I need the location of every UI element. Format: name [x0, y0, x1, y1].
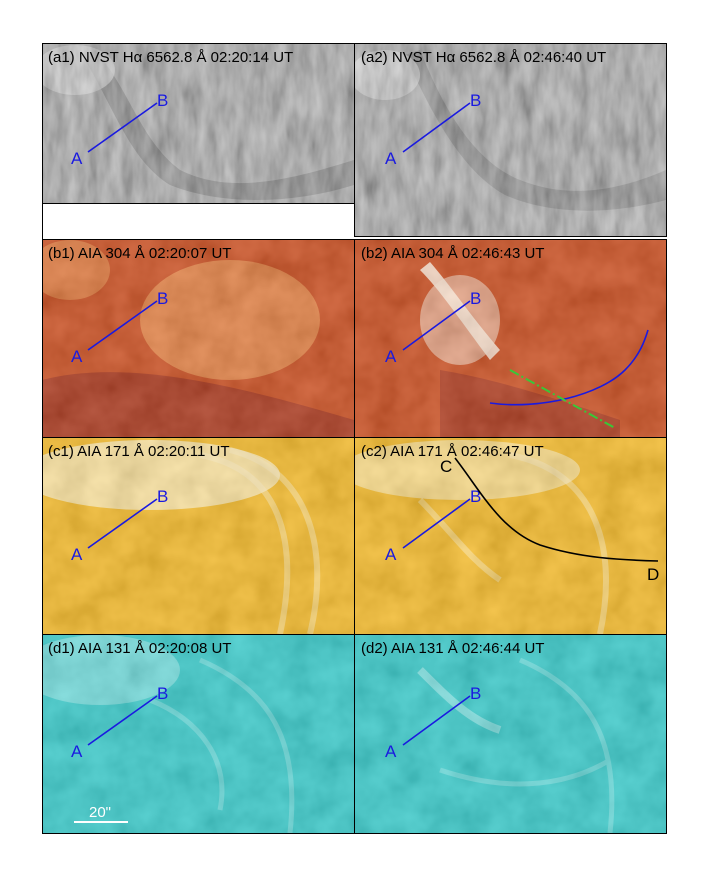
b2-green-line: [509, 369, 616, 429]
slit-a1-end-label: B: [157, 91, 168, 110]
panel-d1: [42, 634, 354, 833]
slit-d2-start-label: A: [385, 742, 397, 761]
panel-c2-texture: [355, 437, 666, 634]
slit-b1-end-label: B: [157, 289, 168, 308]
panel-b1-texture: [42, 239, 354, 437]
panel-c1-texture: [42, 437, 354, 634]
slit-a1-start-label: A: [71, 149, 83, 168]
slit-d2-end-label: B: [470, 684, 481, 703]
panel-label-a1: (a1) NVST Hα 6562.8 Å 02:20:14 UT: [48, 49, 293, 66]
panel-b1: [42, 239, 354, 437]
panel-d1-texture: [42, 634, 354, 833]
slit-overlays: AB AB AB AB AB AB AB AB: [71, 91, 481, 761]
slit-d1-start-label: A: [71, 742, 83, 761]
panel-b2-texture: [355, 239, 666, 437]
slit-b2-end-label: B: [470, 289, 481, 308]
b2-blue-curve: [489, 329, 649, 406]
slit-c1-end-label: B: [157, 487, 168, 506]
panel-label-a2: (a2) NVST Hα 6562.8 Å 02:46:40 UT: [361, 49, 606, 66]
panel-c2: [355, 437, 666, 634]
slit-c2: AB: [385, 487, 481, 564]
panel-c1: [42, 437, 354, 634]
panel-a2: [355, 43, 666, 236]
panel-label-c2: (c2) AIA 171 Å 02:46:47 UT: [361, 443, 544, 460]
slit-d1: AB: [71, 684, 168, 761]
slit-d2: AB: [385, 684, 481, 761]
panel-label-d1: (d1) AIA 131 Å 02:20:08 UT: [48, 640, 231, 657]
panel-d2: [355, 634, 666, 833]
slit-d1-end-label: B: [157, 684, 168, 703]
scale-bar-label: 20": [89, 804, 111, 821]
panel-a1: [42, 43, 354, 204]
slit-a1: AB: [71, 91, 168, 168]
c2-cd-end-label: D: [647, 565, 659, 584]
slit-a2: AB: [385, 91, 481, 168]
slit-c1-start-label: A: [71, 545, 83, 564]
slit-b2: AB: [385, 289, 481, 366]
panel-b2: [355, 239, 666, 437]
panel-frames: [42, 43, 667, 834]
slit-b1: AB: [71, 289, 168, 366]
c2-cd-start-label: C: [440, 457, 452, 476]
panel-label-d2: (d2) AIA 131 Å 02:46:44 UT: [361, 640, 544, 657]
slit-b1-start-label: A: [71, 347, 83, 366]
slit-c2-end-label: B: [470, 487, 481, 506]
slit-b2-start-label: A: [385, 347, 397, 366]
panel-label-b1: (b1) AIA 304 Å 02:20:07 UT: [48, 245, 231, 262]
panel-a1-texture: [42, 43, 354, 204]
slit-c1: AB: [71, 487, 168, 564]
slit-a2-end-label: B: [470, 91, 481, 110]
panel-d2-texture: [355, 634, 666, 833]
panel-a2-texture: [355, 43, 666, 236]
panel-label-c1: (c1) AIA 171 Å 02:20:11 UT: [48, 443, 230, 460]
slit-a2-start-label: A: [385, 149, 397, 168]
c2-cd-path: [454, 457, 659, 562]
slit-c2-start-label: A: [385, 545, 397, 564]
panel-labels: (a1) NVST Hα 6562.8 Å 02:20:14 UT (a2) N…: [48, 49, 606, 657]
panel-label-b2: (b2) AIA 304 Å 02:46:43 UT: [361, 245, 544, 262]
